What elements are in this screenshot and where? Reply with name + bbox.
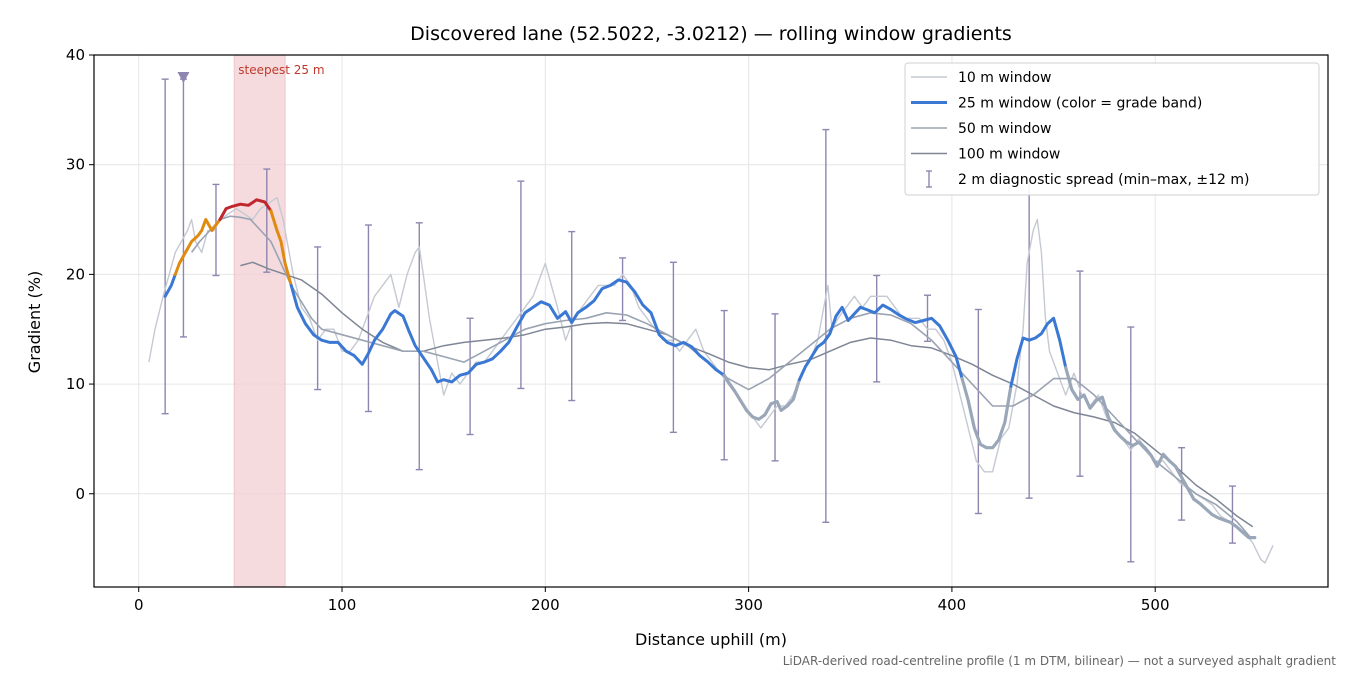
legend-label: 50 m window	[958, 121, 1051, 137]
series-line-w25-band_moderate	[289, 278, 726, 384]
diagnostic-spread-bar	[822, 128, 830, 523]
x-tick-label: 300	[734, 596, 763, 614]
diagnostic-spread-bar	[263, 168, 271, 273]
legend-item-w25: 25 m window (color = grade band)	[911, 96, 1202, 112]
diagnostic-spread-bar	[179, 78, 187, 338]
series-line-w25-band_steep	[218, 198, 273, 221]
series-line-w25-band_moderate	[163, 272, 177, 298]
diagnostic-spread-bar	[669, 261, 677, 434]
diagnostic-spread-bar	[974, 308, 982, 515]
legend-label: 10 m window	[958, 70, 1051, 86]
y-tick-label: 30	[66, 156, 85, 174]
diagnostic-spread-bar	[619, 257, 627, 322]
plot-frame	[93, 54, 1329, 588]
steepest-highlight-label: steepest 25 m	[238, 63, 324, 77]
diagnostic-spread-bar	[771, 313, 779, 462]
diagnostic-spread-bar	[314, 246, 322, 391]
diagnostic-spread-bar	[1076, 270, 1084, 477]
peak-marker	[177, 71, 190, 83]
legend-label: 2 m diagnostic spread (min–max, ±12 m)	[958, 172, 1249, 188]
y-tick-label: 10	[66, 375, 85, 393]
x-axis-title: Distance uphill (m)	[635, 630, 787, 649]
legend: 10 m window 25 m window (color = grade ba…	[904, 62, 1320, 196]
diagnostic-spread-bar	[161, 78, 169, 415]
diagnostic-spread-bar	[466, 317, 474, 436]
series-group	[148, 78, 1274, 564]
diagnostic-spread-bar	[568, 230, 576, 402]
plot-area: steepest 25 m 0 100 200 300 400 500 0 10 20 30 40	[66, 46, 1329, 614]
legend-item-diag: 2 m diagnostic spread (min–max, ±12 m)	[926, 170, 1249, 188]
diagnostic-spread-bar	[720, 309, 728, 461]
y-tick-label: 20	[66, 265, 85, 283]
diagnostic-spread-bar	[873, 274, 881, 383]
series-line-w50	[190, 215, 1252, 539]
legend-item-w10: 10 m window	[911, 70, 1051, 86]
x-tick-label: 500	[1141, 596, 1170, 614]
x-tick-label: 200	[531, 596, 560, 614]
y-axis-title: Gradient (%)	[25, 271, 44, 373]
y-tick-label: 0	[75, 485, 85, 503]
legend-label: 100 m window	[958, 147, 1060, 163]
x-tick-label: 100	[328, 596, 357, 614]
diagnostic-spread-bar	[517, 180, 525, 390]
diagnostic-spread-bar	[364, 224, 372, 413]
series-line-w100	[240, 261, 1254, 528]
series-line-w25-band_hard	[269, 209, 293, 287]
x-tick-label: 0	[134, 596, 144, 614]
footnote: LiDAR-derived road-centreline profile (1…	[783, 654, 1337, 668]
steepest-highlight-band	[233, 54, 286, 588]
legend-label: 25 m window (color = grade band)	[958, 96, 1202, 112]
series-line-w25-band_easy	[1064, 366, 1257, 540]
series-line-w25-band_hard	[173, 218, 222, 276]
legend-item-w100: 100 m window	[911, 147, 1060, 163]
x-tick-label: 400	[938, 596, 967, 614]
chart-title: Discovered lane (52.5022, -3.0212) — rol…	[410, 23, 1012, 45]
y-tick-label: 40	[66, 46, 85, 64]
diagnostic-spread-bar	[212, 183, 220, 277]
series-line-w25-band_moderate	[797, 303, 964, 382]
diagnostic-spread-bar	[415, 222, 423, 471]
legend-item-w50: 50 m window	[911, 121, 1051, 137]
diagnostic-spread-bar	[1228, 485, 1236, 544]
legend-box	[904, 62, 1320, 196]
series-line-w25-band_moderate	[1009, 316, 1068, 388]
series-line-w25-band_easy	[960, 377, 1013, 450]
series-line-w25-band_easy	[722, 373, 801, 421]
